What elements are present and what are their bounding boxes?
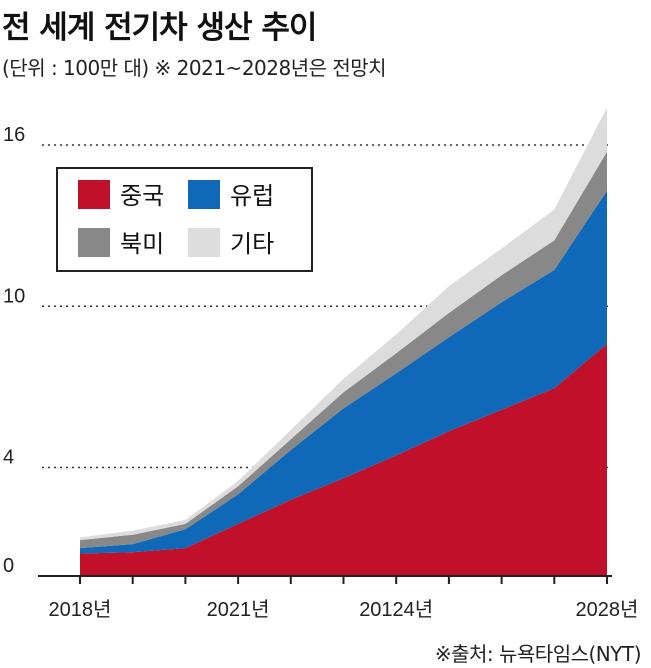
- legend-label-3: 기타: [230, 230, 274, 258]
- area-series-1: [80, 190, 607, 554]
- source-note: ※출처: 뉴욕타임스(NYT): [434, 642, 642, 666]
- y-tick-label-4: 4: [3, 447, 14, 469]
- legend-swatch-0: [78, 180, 110, 209]
- legend-label-0: 중국: [120, 182, 164, 210]
- axis-layer: 0 4 10 16 2018년 2021년 20124년 2028년: [3, 124, 638, 621]
- legend-swatch-2: [78, 228, 110, 257]
- y-tick-label-10: 10: [3, 285, 25, 307]
- legend-swatch-3: [188, 228, 220, 257]
- chart-title: 전 세계 전기차 생산 추이: [2, 10, 317, 46]
- y-tick-label-0: 0: [3, 555, 14, 577]
- chart-subtitle: (단위 : 100만 대) ※ 2021~2028년은 전망치: [2, 56, 387, 80]
- legend-swatch-1: [188, 180, 220, 209]
- x-tick-label-2018: 2018년: [49, 598, 112, 621]
- area-layer: [80, 107, 607, 575]
- legend-label-1: 유럽: [230, 182, 274, 210]
- x-tick-label-2021: 2021년: [207, 598, 270, 621]
- x-tick-label-2028: 2028년: [576, 598, 639, 621]
- legend-label-2: 북미: [120, 230, 164, 258]
- area-series-0: [80, 343, 607, 575]
- x-tick-label-2024: 20124년: [359, 598, 433, 621]
- y-tick-label-16: 16: [3, 124, 25, 146]
